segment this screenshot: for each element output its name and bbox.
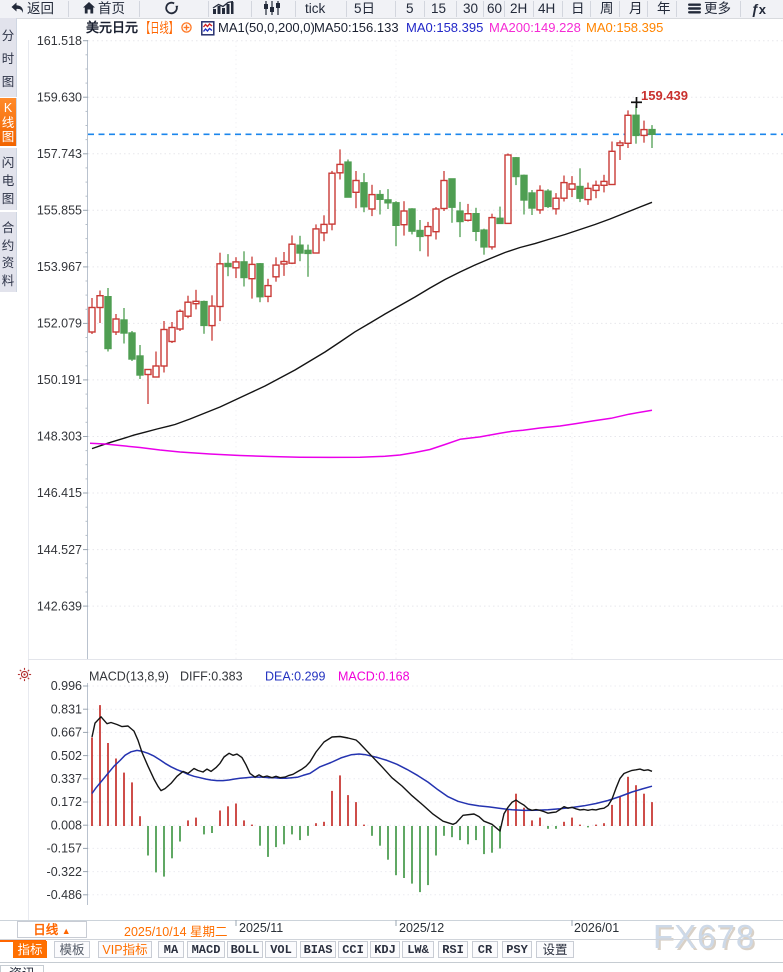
svg-text:144.527: 144.527 <box>37 543 82 557</box>
svg-text:MACD(13,8,9): MACD(13,8,9) <box>89 670 169 684</box>
svg-text:159.630: 159.630 <box>37 90 82 104</box>
svg-text:152.079: 152.079 <box>37 317 82 331</box>
svg-text:155.855: 155.855 <box>37 204 82 218</box>
svg-text:159.439: 159.439 <box>641 88 688 103</box>
svg-text:DEA:0.299: DEA:0.299 <box>265 670 326 684</box>
svg-text:-0.322: -0.322 <box>47 865 82 879</box>
svg-text:142.639: 142.639 <box>37 599 82 613</box>
svg-text:0.831: 0.831 <box>51 702 82 716</box>
svg-text:0.008: 0.008 <box>51 818 82 832</box>
svg-text:DIFF:0.383: DIFF:0.383 <box>180 670 243 684</box>
svg-text:148.303: 148.303 <box>37 430 82 444</box>
svg-text:153.967: 153.967 <box>37 260 82 274</box>
svg-text:0.667: 0.667 <box>51 726 82 740</box>
svg-text:-0.486: -0.486 <box>47 888 82 902</box>
svg-text:MACD:0.168: MACD:0.168 <box>338 670 410 684</box>
svg-text:157.743: 157.743 <box>37 147 82 161</box>
svg-text:0.172: 0.172 <box>51 795 82 809</box>
svg-text:-0.157: -0.157 <box>47 842 82 856</box>
svg-text:161.518: 161.518 <box>37 34 82 48</box>
svg-text:0.337: 0.337 <box>51 772 82 786</box>
svg-text:0.996: 0.996 <box>51 679 82 693</box>
svg-text:150.191: 150.191 <box>37 373 82 387</box>
svg-text:0.502: 0.502 <box>51 749 82 763</box>
svg-text:146.415: 146.415 <box>37 486 82 500</box>
